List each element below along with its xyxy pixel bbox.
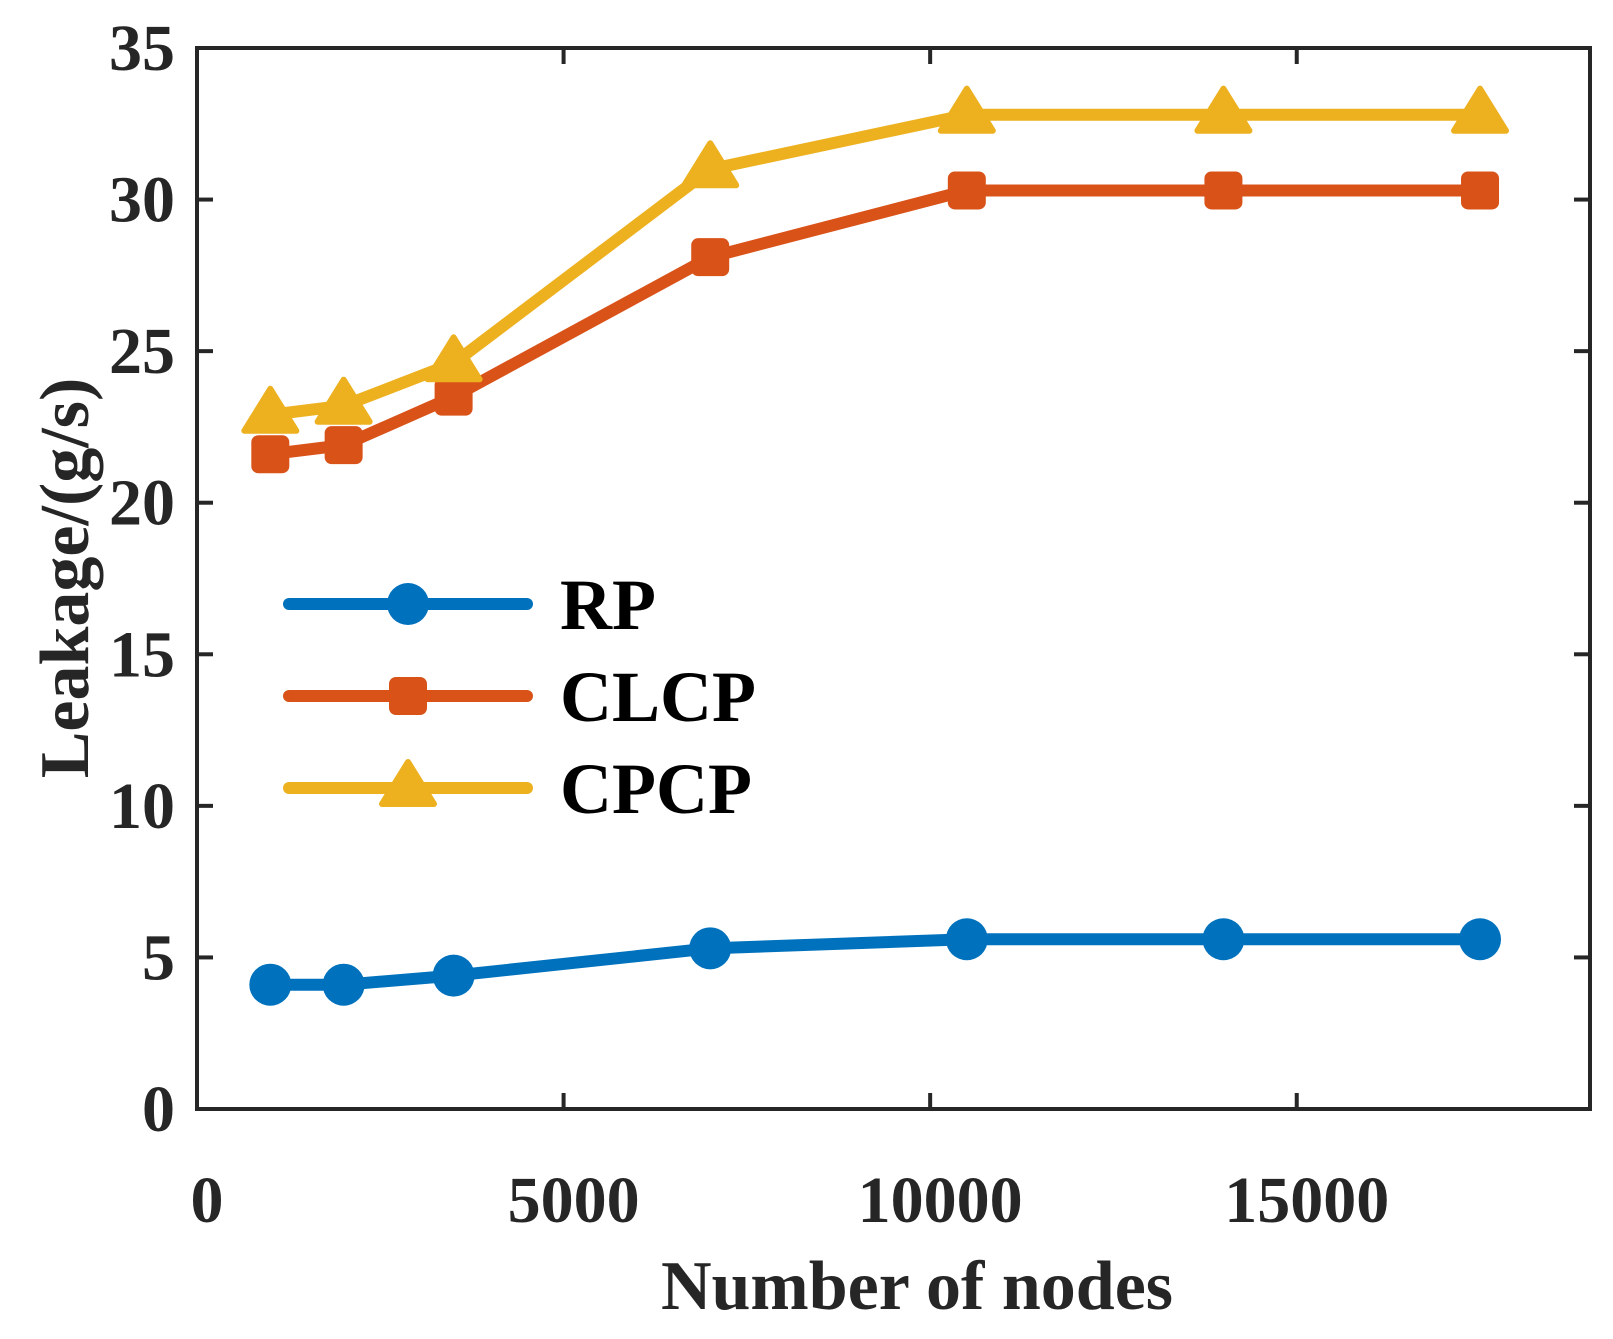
y-tick-label: 10: [109, 770, 175, 843]
data-point-cpcp: [1194, 85, 1253, 134]
data-point-cpcp: [424, 334, 483, 383]
legend-marker: [389, 677, 427, 715]
legend-marker: [387, 583, 429, 625]
plot-frame: [195, 46, 1592, 1111]
data-point-rp: [432, 954, 475, 997]
x-axis-title: Number of nodes: [661, 1248, 1173, 1325]
data-point-clcp: [434, 377, 473, 416]
legend-item-cpcp: CPCP: [283, 749, 752, 829]
series-rp: [249, 918, 1502, 1006]
x-tick-label: 15000: [1224, 1164, 1389, 1237]
data-point-cpcp: [241, 385, 300, 434]
series-cpcp: [241, 85, 1510, 434]
data-point-rp: [322, 963, 365, 1006]
series-layer: [241, 85, 1510, 1006]
x-tick-label: 0: [191, 1164, 224, 1237]
legend-item-clcp: CLCP: [283, 657, 756, 737]
legend: RP CLCP CPCP: [283, 565, 756, 829]
y-tick-label: 5: [142, 921, 175, 994]
y-tick-label: 25: [109, 315, 175, 388]
data-point-rp: [1459, 918, 1502, 961]
legend-item-rp: RP: [283, 565, 656, 645]
data-point-cpcp: [314, 376, 373, 425]
y-axis: 0 5 10 15 20 25 30 35: [109, 12, 1590, 1146]
y-tick-label: 15: [109, 618, 175, 691]
data-point-clcp: [691, 238, 730, 277]
y-tick-label: 30: [109, 164, 175, 237]
y-tick-label: 35: [109, 12, 175, 85]
series-clcp: [251, 171, 1500, 474]
legend-label: RP: [560, 565, 656, 645]
y-tick-label: 20: [109, 467, 175, 540]
legend-label: CLCP: [560, 657, 756, 737]
x-tick-label: 5000: [508, 1164, 640, 1237]
data-point-rp: [249, 963, 292, 1006]
data-point-cpcp: [1451, 85, 1510, 134]
legend-marker: [379, 759, 437, 807]
data-point-clcp: [324, 426, 363, 465]
data-point-clcp: [947, 171, 986, 210]
y-axis-title: Leakage/(g/s): [27, 378, 104, 779]
plot-area: [197, 48, 1590, 1109]
data-point-rp: [689, 927, 732, 970]
legend-label: CPCP: [560, 749, 752, 829]
x-axis: 0 5000 10000 15000: [191, 48, 1389, 1237]
data-point-rp: [1202, 918, 1245, 961]
data-point-clcp: [1204, 171, 1243, 210]
x-tick-label: 10000: [858, 1164, 1023, 1237]
data-point-cpcp: [937, 85, 996, 134]
data-point-rp: [945, 918, 988, 961]
data-point-clcp: [251, 435, 290, 474]
y-tick-label: 0: [142, 1073, 175, 1146]
data-point-cpcp: [681, 140, 740, 189]
data-point-clcp: [1461, 171, 1500, 210]
